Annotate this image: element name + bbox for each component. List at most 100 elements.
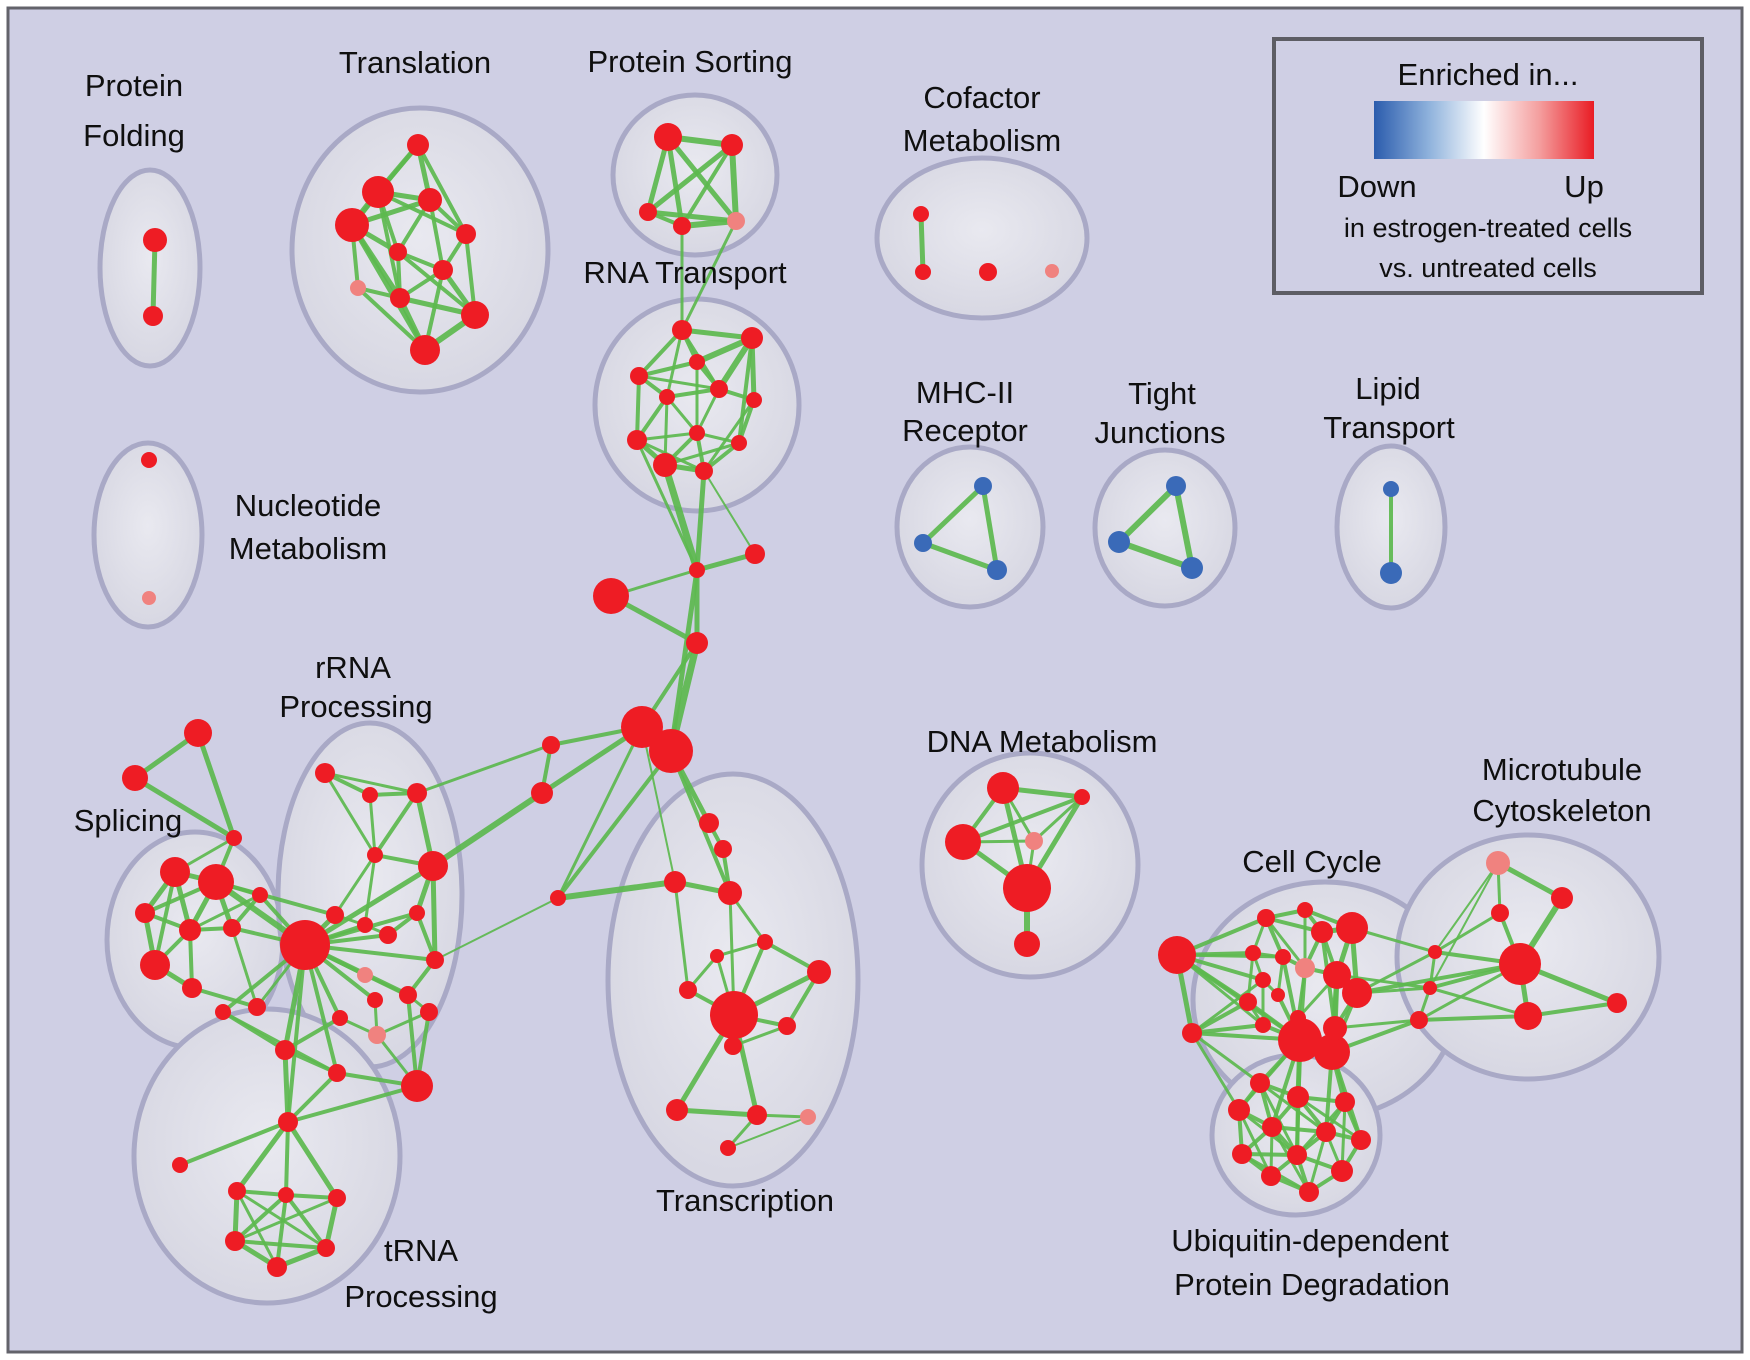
node-cf3[interactable]: [979, 263, 997, 281]
node-tx6[interactable]: [710, 949, 724, 963]
node-rr16[interactable]: [368, 1026, 386, 1044]
node-mh2[interactable]: [914, 534, 932, 552]
node-sp9[interactable]: [252, 887, 268, 903]
node-u1[interactable]: [1250, 1073, 1270, 1093]
node-nm2[interactable]: [142, 591, 156, 605]
node-st1[interactable]: [542, 736, 560, 754]
node-sp3[interactable]: [135, 903, 155, 923]
node-big1[interactable]: [593, 578, 629, 614]
node-rr14[interactable]: [332, 1010, 348, 1026]
node-sp7[interactable]: [182, 978, 202, 998]
node-ps2[interactable]: [721, 134, 743, 156]
node-rr1[interactable]: [315, 763, 335, 783]
node-ch1[interactable]: [689, 562, 705, 578]
node-ccB[interactable]: [1314, 1034, 1350, 1070]
node-cc12[interactable]: [1255, 1017, 1271, 1033]
node-u2[interactable]: [1287, 1086, 1309, 1108]
node-dn2[interactable]: [1074, 789, 1090, 805]
node-dn5[interactable]: [1003, 864, 1051, 912]
node-ccA[interactable]: [1278, 1018, 1322, 1062]
node-rr17[interactable]: [215, 1004, 231, 1020]
node-cc3[interactable]: [1311, 921, 1333, 943]
node-u11[interactable]: [1331, 1160, 1353, 1182]
node-cc6[interactable]: [1275, 949, 1291, 965]
node-tt6[interactable]: [267, 1257, 287, 1277]
node-tx9[interactable]: [778, 1017, 796, 1035]
node-tt2[interactable]: [278, 1187, 294, 1203]
node-rr20[interactable]: [420, 1003, 438, 1021]
node-cc9[interactable]: [1255, 972, 1271, 988]
node-sp6[interactable]: [140, 950, 170, 980]
node-spT1[interactable]: [184, 719, 212, 747]
node-rr18[interactable]: [328, 1064, 346, 1082]
node-tr4[interactable]: [335, 208, 369, 242]
node-tr6[interactable]: [389, 243, 407, 261]
node-cc11[interactable]: [1239, 993, 1257, 1011]
node-tr8[interactable]: [350, 280, 366, 296]
node-lp2[interactable]: [1380, 562, 1402, 584]
node-hubA[interactable]: [621, 706, 663, 748]
node-tr11[interactable]: [410, 335, 440, 365]
node-nm1[interactable]: [141, 452, 157, 468]
node-mt1[interactable]: [1486, 851, 1510, 875]
node-rn8[interactable]: [689, 425, 705, 441]
node-rn11[interactable]: [653, 453, 677, 477]
node-th[interactable]: [278, 1112, 298, 1132]
node-rr7[interactable]: [357, 917, 373, 933]
node-chR[interactable]: [745, 544, 765, 564]
node-ps5[interactable]: [727, 212, 745, 230]
node-cc15[interactable]: [1342, 978, 1372, 1008]
node-rr3[interactable]: [407, 783, 427, 803]
node-tx12[interactable]: [747, 1105, 767, 1125]
node-sp2[interactable]: [198, 864, 234, 900]
node-ps1[interactable]: [654, 123, 682, 151]
node-cs2[interactable]: [1182, 1023, 1202, 1043]
node-cc5[interactable]: [1245, 945, 1261, 961]
node-cs1[interactable]: [1158, 936, 1196, 974]
node-tr10[interactable]: [461, 301, 489, 329]
node-tx5[interactable]: [757, 934, 773, 950]
node-rn1[interactable]: [672, 320, 692, 340]
node-mh3[interactable]: [987, 560, 1007, 580]
node-rr15[interactable]: [275, 1040, 295, 1060]
node-rn2[interactable]: [741, 327, 763, 349]
node-ps3[interactable]: [639, 203, 657, 221]
node-lp1[interactable]: [1383, 481, 1399, 497]
node-rr6[interactable]: [326, 906, 344, 924]
node-tx11[interactable]: [666, 1099, 688, 1121]
node-ol1[interactable]: [1428, 945, 1442, 959]
node-tt5[interactable]: [317, 1239, 335, 1257]
node-rr5[interactable]: [418, 851, 448, 881]
node-sp1[interactable]: [160, 857, 190, 887]
node-rr4[interactable]: [367, 847, 383, 863]
node-cc2[interactable]: [1297, 902, 1313, 918]
node-rr11[interactable]: [426, 951, 444, 969]
node-tr5[interactable]: [456, 224, 476, 244]
node-tt4[interactable]: [225, 1231, 245, 1251]
node-mtH[interactable]: [1499, 943, 1541, 985]
node-tc0[interactable]: [550, 890, 566, 906]
node-u4[interactable]: [1335, 1092, 1355, 1112]
node-cc1[interactable]: [1257, 909, 1275, 927]
node-tr3[interactable]: [418, 188, 442, 212]
node-st2[interactable]: [531, 782, 553, 804]
node-rr8[interactable]: [379, 926, 397, 944]
node-rr2[interactable]: [362, 787, 378, 803]
node-u8[interactable]: [1232, 1144, 1252, 1164]
node-tx14[interactable]: [720, 1140, 736, 1156]
node-cc4[interactable]: [1336, 912, 1368, 944]
node-pf1[interactable]: [143, 228, 167, 252]
node-ol3[interactable]: [1410, 1011, 1428, 1029]
node-rr9[interactable]: [409, 905, 425, 921]
node-tj2[interactable]: [1108, 531, 1130, 553]
node-rr10[interactable]: [357, 967, 373, 983]
node-spT3[interactable]: [226, 830, 242, 846]
node-tx10[interactable]: [724, 1037, 742, 1055]
node-tr7[interactable]: [433, 260, 453, 280]
node-tx4[interactable]: [718, 881, 742, 905]
node-mt2[interactable]: [1551, 887, 1573, 909]
node-sp5[interactable]: [223, 919, 241, 937]
node-cf2[interactable]: [915, 264, 931, 280]
node-u9[interactable]: [1287, 1145, 1307, 1165]
node-u12[interactable]: [1299, 1182, 1319, 1202]
